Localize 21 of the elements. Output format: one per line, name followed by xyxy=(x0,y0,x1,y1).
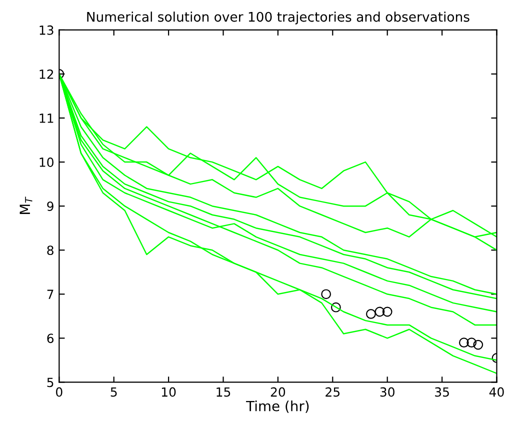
x-tick-label: 0 xyxy=(56,387,62,397)
y-tick-label: 9 xyxy=(47,202,54,212)
y-tick-label: 6 xyxy=(47,334,54,344)
x-tick-label: 5 xyxy=(110,387,117,397)
x-axis-title: Time (hr) xyxy=(246,400,309,413)
y-tick-label: 5 xyxy=(47,378,54,388)
y-tick-label: 13 xyxy=(40,25,54,35)
y-tick-label: 12 xyxy=(40,69,54,79)
x-tick-label: 25 xyxy=(326,387,340,397)
y-tick-label: 7 xyxy=(47,290,54,299)
y-tick-label: 10 xyxy=(40,158,54,167)
x-tick-label: 10 xyxy=(162,387,176,397)
x-tick-label: 30 xyxy=(380,387,394,397)
x-tick-label: 35 xyxy=(435,387,449,397)
y-axis-title: M$_{T}$ xyxy=(20,196,32,214)
y-tick-label: 8 xyxy=(47,246,54,256)
chart-title: Numerical solution over 100 trajectories and observations xyxy=(87,12,470,24)
x-tick-label: 20 xyxy=(270,387,286,397)
x-tick-label: 15 xyxy=(216,387,230,397)
x-tick-label: 40 xyxy=(489,387,504,397)
y-tick-label: 11 xyxy=(40,114,54,123)
